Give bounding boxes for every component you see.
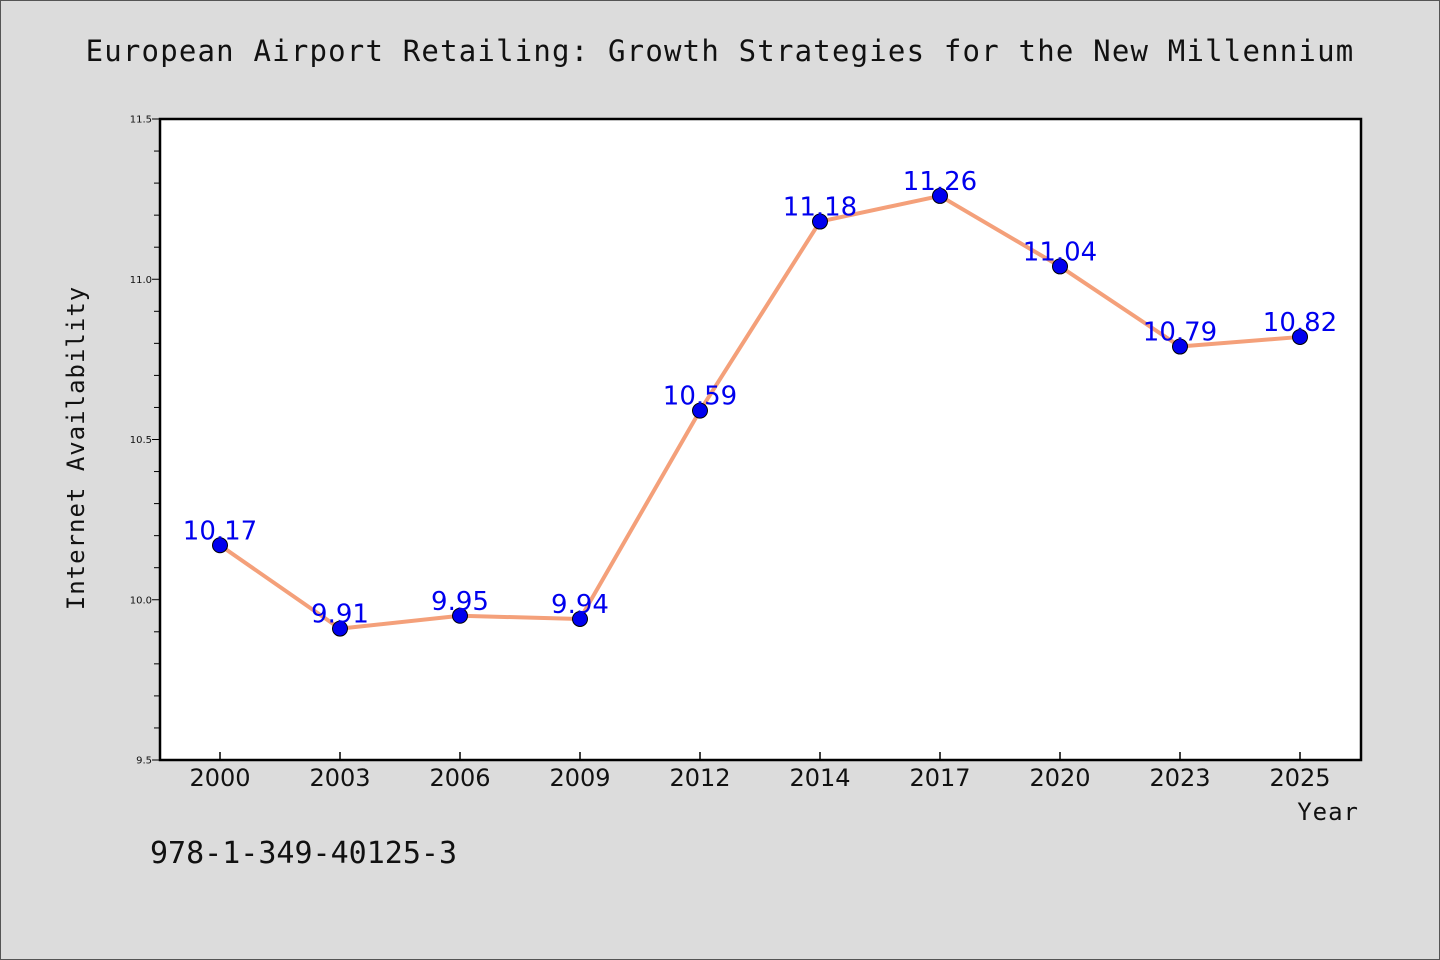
y-axis-label: Internet Availability <box>62 286 90 610</box>
data-point <box>212 537 228 554</box>
data-label: 9.91 <box>311 600 369 630</box>
x-tick-label: 2023 <box>1149 764 1210 792</box>
data-label: 11.26 <box>903 167 977 197</box>
series-line <box>218 193 1301 631</box>
y-axis: 9.5 10.0 10.5 11.0 11.5 <box>130 115 160 767</box>
chart-title: European Airport Retailing: Growth Strat… <box>85 34 1355 68</box>
y-tick-label: 11.0 <box>130 275 152 286</box>
plot-area <box>158 117 1363 762</box>
data-point <box>812 213 828 230</box>
data-point <box>1052 258 1068 275</box>
x-tick-label: 2000 <box>189 764 250 792</box>
y-tick-label: 11.5 <box>130 115 152 126</box>
x-tick-label: 2009 <box>549 764 610 792</box>
y-tick-label: 9.5 <box>136 756 152 767</box>
data-label: 11.04 <box>1023 237 1097 267</box>
x-tick-label: 2017 <box>909 764 970 792</box>
isbn-text: 978-1-349-40125-3 <box>150 836 458 871</box>
data-point <box>692 402 708 419</box>
y-tick-label: 10.0 <box>130 595 152 606</box>
data-label: 10.82 <box>1263 308 1337 338</box>
x-tick-label: 2012 <box>669 764 730 792</box>
data-label: 10.79 <box>1143 318 1217 348</box>
x-tick-label: 2025 <box>1269 764 1330 792</box>
x-tick-label: 2014 <box>789 764 850 792</box>
data-markers <box>212 187 1308 637</box>
x-tick-label: 2003 <box>309 764 370 792</box>
data-label: 9.94 <box>551 590 609 620</box>
x-axis-label: Year <box>1297 798 1359 826</box>
x-axis: 2000 2003 2006 2009 2012 2014 2017 2020 2023 2025 <box>189 752 1331 792</box>
data-labels: 10.17 9.91 9.95 9.94 10.59 11.18 11.26 11.04 10.… <box>183 167 1337 630</box>
data-point <box>572 610 588 627</box>
data-point <box>452 607 468 624</box>
x-tick-label: 2006 <box>429 764 490 792</box>
data-label: 10.17 <box>183 516 257 546</box>
data-point <box>1292 328 1308 345</box>
x-tick-label: 2020 <box>1029 764 1090 792</box>
data-label: 9.95 <box>431 587 489 617</box>
data-point <box>332 620 348 637</box>
y-tick-label: 10.5 <box>130 435 152 446</box>
data-point <box>932 187 948 204</box>
data-label: 11.18 <box>783 193 857 223</box>
data-point <box>1172 338 1188 355</box>
data-label: 10.59 <box>663 382 737 412</box>
